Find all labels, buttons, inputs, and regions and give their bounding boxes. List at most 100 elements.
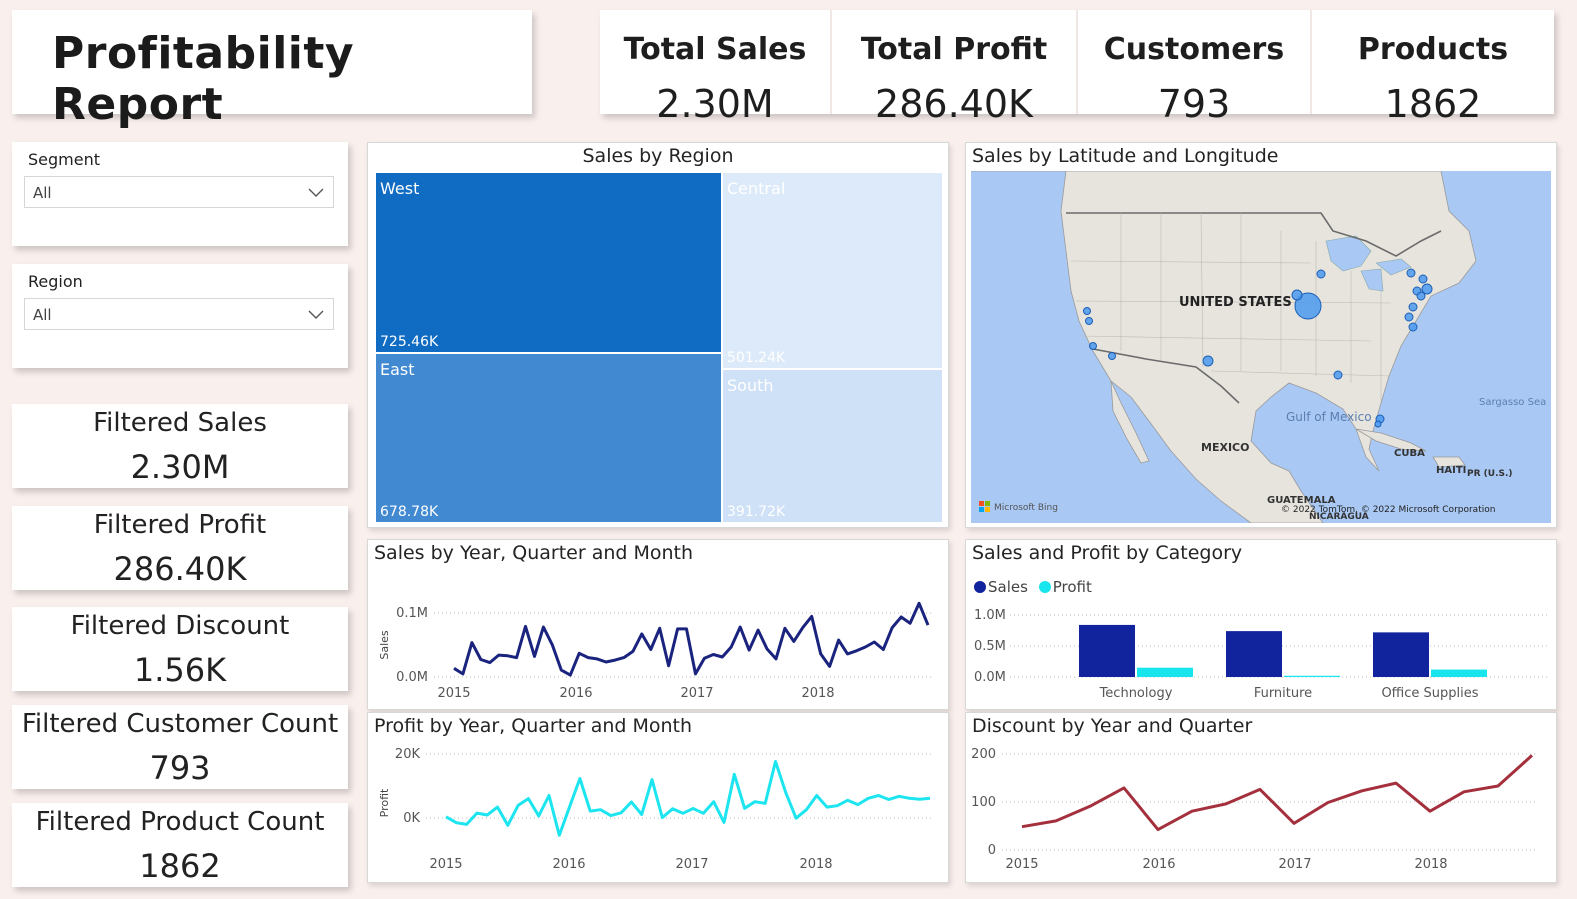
kpi-total-sales: Total Sales 2.30M xyxy=(600,20,830,126)
card-value: 286.40K xyxy=(113,550,247,588)
kpi-value: 793 xyxy=(1157,82,1231,126)
x-tick-label: 2018 xyxy=(1414,857,1447,872)
map-label-pr: PR (U.S.) xyxy=(1467,469,1513,479)
bar-profit xyxy=(1137,667,1193,677)
x-tick-label: 2016 xyxy=(559,686,592,701)
kpi-value: 286.40K xyxy=(875,82,1033,126)
map-copyright: © 2022 TomTom, © 2022 Microsoft Corporat… xyxy=(1281,505,1495,515)
x-tick-label: 2015 xyxy=(1005,857,1038,872)
map-bubble[interactable] xyxy=(1408,322,1418,332)
map-bubble[interactable] xyxy=(1408,302,1418,312)
visual-title: Sales by Latitude and Longitude xyxy=(972,145,1279,167)
kpi-value: 1862 xyxy=(1384,82,1482,126)
card-value: 2.30M xyxy=(130,448,230,486)
map-label-haiti: HAITI xyxy=(1436,465,1466,476)
x-tick-label: 2018 xyxy=(801,686,834,701)
segment-dropdown[interactable]: All xyxy=(24,176,334,208)
map-label-gulf-text: Gulf of Mexico xyxy=(1286,410,1372,424)
map-bubble[interactable] xyxy=(1108,352,1116,360)
map-bubble[interactable] xyxy=(1294,292,1322,320)
map-bubble[interactable] xyxy=(1374,420,1382,428)
discount-line-svg: 200 100 0 2015 2016 2017 2018 xyxy=(971,747,1536,872)
region-slicer: Region All xyxy=(12,264,348,368)
map-bubble[interactable] xyxy=(1085,317,1093,325)
sales-line-chart[interactable]: Sales by Year, Quarter and Month Sales 0… xyxy=(367,539,949,710)
card-value: 1862 xyxy=(139,847,221,885)
map-land-baja xyxy=(1110,380,1150,464)
bing-label: Microsoft Bing xyxy=(994,503,1058,513)
bar-profit xyxy=(1284,675,1340,677)
kpi-label: Customers xyxy=(1103,32,1285,67)
map-bubble[interactable] xyxy=(1421,283,1433,295)
visual-title: Sales and Profit by Category xyxy=(972,542,1243,564)
treemap-tile-east[interactable]: East 678.78K xyxy=(376,354,721,522)
card-value: 793 xyxy=(149,749,211,787)
treemap-tile-south[interactable]: South 391.72K xyxy=(723,370,942,522)
sales-map[interactable]: Sales by Latitude and Longitude UNITED S… xyxy=(965,142,1557,528)
sales-line-svg: Sales 0.1M 0.0M 2015 2016 2017 2018 xyxy=(378,601,932,701)
map-label-nicaragua: NICARAGUA xyxy=(1309,512,1369,522)
treemap-tile-west[interactable]: West 725.46K xyxy=(376,173,721,352)
y-tick-label: 1.0M xyxy=(974,608,1006,623)
map-bubble[interactable] xyxy=(1416,291,1426,301)
card-label: Filtered Discount xyxy=(70,611,290,641)
map-label-country: UNITED STATES xyxy=(1179,295,1292,310)
series-line xyxy=(445,760,931,837)
filtered-sales-card: Filtered Sales 2.30M xyxy=(12,404,348,488)
discount-line-chart[interactable]: Discount by Year and Quarter 200 100 0 2015… xyxy=(965,712,1557,883)
microsoft-bing-logo: Microsoft Bing xyxy=(979,501,1058,513)
tile-label: West xyxy=(380,179,420,198)
sales-by-region-treemap[interactable]: Sales by Region West 725.46K East 678.78… xyxy=(367,142,949,528)
visual-title: Sales by Year, Quarter and Month xyxy=(374,542,694,564)
map-bubble[interactable] xyxy=(1406,268,1416,278)
map-label-sargasso: Sargasso Sea xyxy=(1479,397,1546,408)
tile-label: East xyxy=(380,360,415,379)
card-value: 1.56K xyxy=(133,651,227,689)
profit-line-chart[interactable]: Profit by Year, Quarter and Month Profit… xyxy=(367,712,949,883)
kpi-label: Total Profit xyxy=(860,32,1048,67)
legend-profit-label: Profit xyxy=(1052,578,1092,596)
dropdown-value: All xyxy=(33,184,52,202)
card-label: Filtered Customer Count xyxy=(21,709,339,739)
tile-value: 501.24K xyxy=(727,350,786,366)
x-tick-label: 2015 xyxy=(429,857,462,872)
map-bubble[interactable] xyxy=(1418,274,1428,284)
y-tick-label: 0K xyxy=(403,811,420,826)
x-tick-label: 2017 xyxy=(1278,857,1311,872)
map-bubble[interactable] xyxy=(1291,289,1303,301)
map-canvas[interactable]: UNITED STATES Gulf of Mexico MEXICO CUBA… xyxy=(971,171,1551,523)
map-border-canada xyxy=(1066,212,1442,257)
legend-profit-swatch xyxy=(1038,581,1051,593)
map-bubble[interactable] xyxy=(1404,312,1414,322)
y-tick-label: 20K xyxy=(395,747,421,762)
treemap-tile-central[interactable]: Central 501.24K xyxy=(723,173,942,368)
y-tick-label: 0.0M xyxy=(974,670,1006,685)
kpi-total-profit: Total Profit 286.40K xyxy=(832,20,1076,126)
region-dropdown[interactable]: All xyxy=(24,298,334,330)
y-tick-label: 0 xyxy=(988,843,996,858)
map-land-hispaniola xyxy=(1432,456,1466,468)
kpi-value: 2.30M xyxy=(656,82,774,126)
sales-profit-category-chart[interactable]: Sales and Profit by Category Sales Profi… xyxy=(965,539,1557,710)
legend-sales-swatch xyxy=(974,581,986,593)
kpi-products: Products 1862 xyxy=(1312,20,1554,126)
y-tick-label: 100 xyxy=(971,795,996,810)
category-bar-svg: 1.0M 0.5M 0.0M Technology Furniture Office Su… xyxy=(974,608,1550,701)
map-bubble[interactable] xyxy=(1333,370,1343,380)
x-tick-label: 2018 xyxy=(799,857,832,872)
kpi-label: Total Sales xyxy=(623,32,807,67)
filtered-product-count-card: Filtered Product Count 1862 xyxy=(12,803,348,887)
profit-line-svg: Profit 20K 0K 2015 2016 2017 2018 xyxy=(378,747,934,872)
tile-value: 725.46K xyxy=(380,334,439,350)
map-label-cuba: CUBA xyxy=(1394,448,1425,459)
x-tick-label: Technology xyxy=(1099,686,1173,701)
series-line xyxy=(1021,754,1534,832)
map-bubble[interactable] xyxy=(1202,355,1214,367)
map-bubble[interactable] xyxy=(1316,269,1326,279)
filtered-discount-card: Filtered Discount 1.56K xyxy=(12,607,348,691)
filtered-customer-count-card: Filtered Customer Count 793 xyxy=(12,705,348,789)
map-great-lakes xyxy=(1325,235,1412,292)
map-bubble[interactable] xyxy=(1089,342,1097,350)
map-bubble[interactable] xyxy=(1083,307,1091,315)
map-label-gulf: Gulf of Mexico xyxy=(1286,410,1372,424)
